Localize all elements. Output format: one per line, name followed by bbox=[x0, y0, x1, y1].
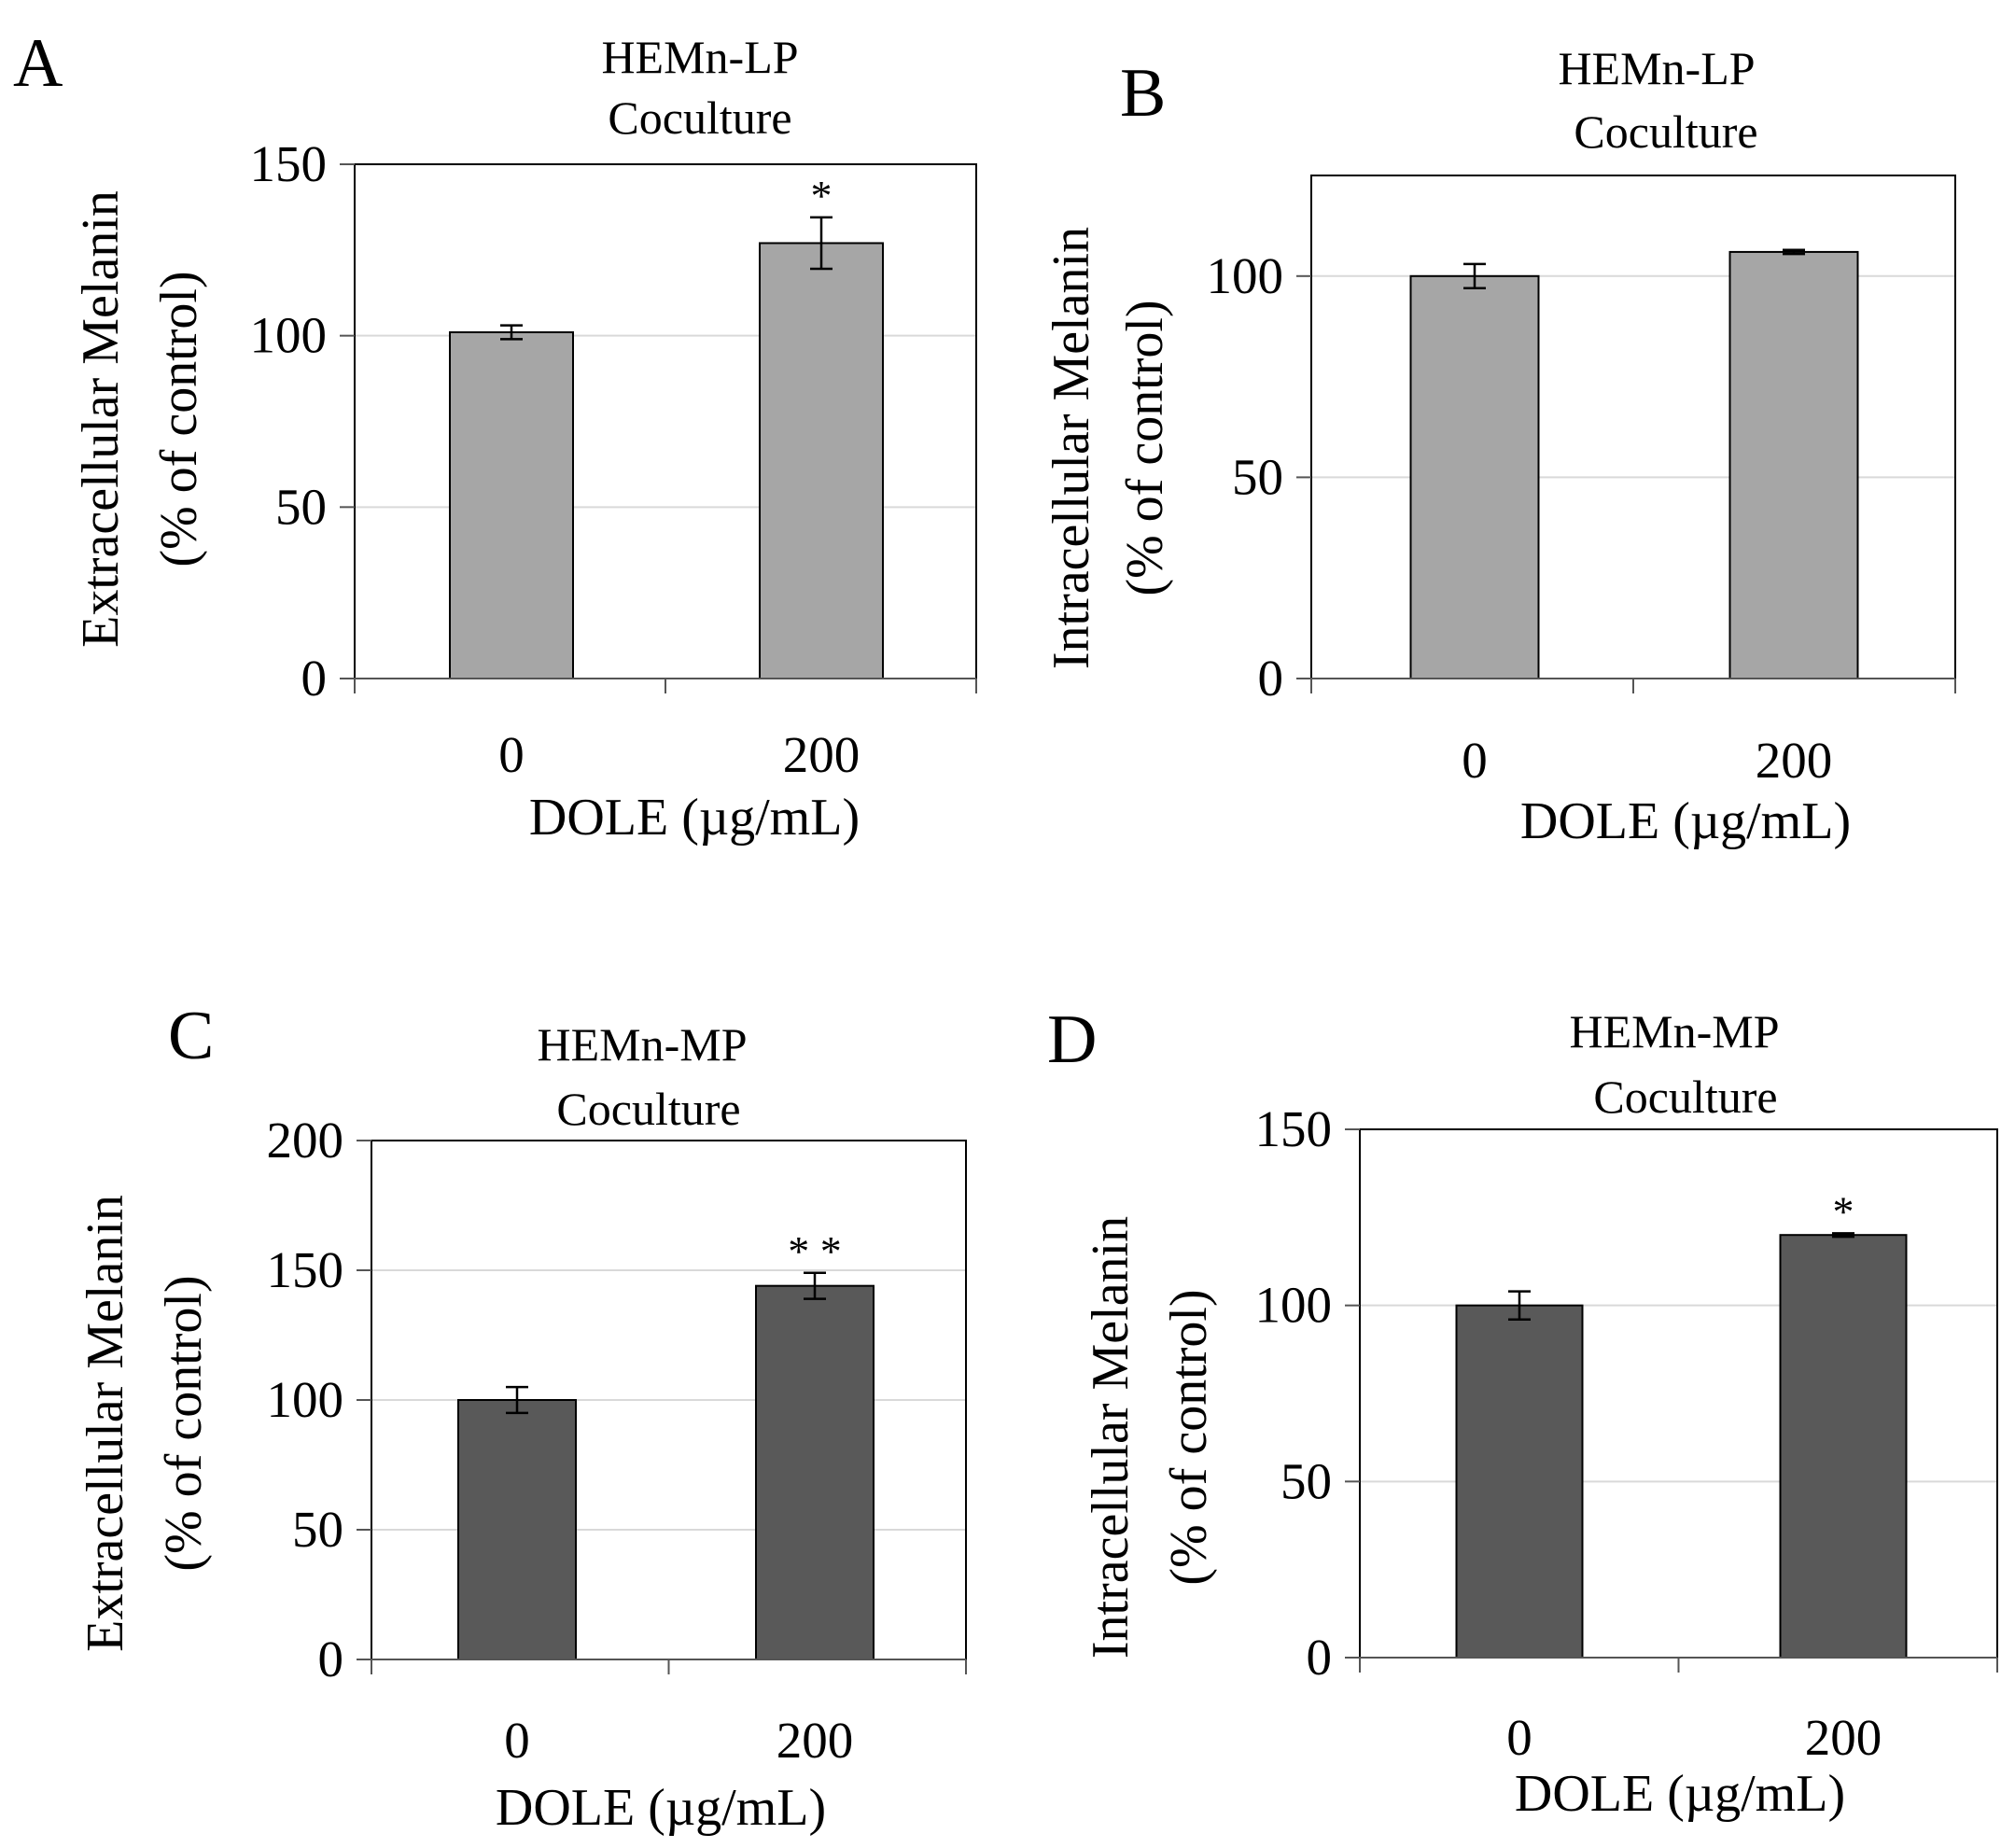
panel-a: A HEMn-LP Coculture Extracellular Melani… bbox=[13, 25, 977, 847]
panel-d-bar-0 bbox=[1455, 1304, 1584, 1659]
panel-a-x-tick-label-1: 200 bbox=[783, 726, 861, 783]
panel-b-xlabel: DOLE (µg/mL) bbox=[1520, 792, 1851, 850]
panel-c-ylabel-line-2: (% of control) bbox=[155, 1275, 213, 1571]
panel-d-ylabel-line-2: (% of control) bbox=[1160, 1289, 1218, 1585]
panel-d-y-tick-label-0: 0 bbox=[1307, 1629, 1333, 1686]
panel-a-title-line-2: Coculture bbox=[608, 91, 791, 144]
panel-c: C HEMn-MP Coculture Extracellular Melani… bbox=[77, 998, 967, 1837]
panel-b-x-tick-label-1: 200 bbox=[1756, 732, 1833, 789]
panel-c-y-tick-label-4: 200 bbox=[267, 1112, 344, 1169]
panel-c-ylabel-line-1: Extracellular Melanin bbox=[77, 1195, 134, 1652]
panel-d-title-line-2: Coculture bbox=[1593, 1071, 1777, 1123]
panel-a-bar-1 bbox=[759, 242, 884, 679]
panel-a-bar-0 bbox=[449, 330, 574, 679]
panel-c-bar-1 bbox=[755, 1284, 875, 1661]
panel-c-errorbar-0 bbox=[506, 1385, 528, 1415]
panel-a-y-tick-label-3: 150 bbox=[250, 135, 328, 192]
panel-d-y-tick-label-3: 150 bbox=[1255, 1100, 1333, 1157]
panel-c-plot: * * 0 50 100 150 200 0 200 bbox=[267, 1112, 967, 1769]
panel-b-y-tick-label-1: 50 bbox=[1232, 448, 1283, 505]
panel-b-y-tick-label-2: 100 bbox=[1207, 247, 1284, 304]
panel-d-x-tick-label-0: 0 bbox=[1506, 1709, 1532, 1766]
panel-b-errorbar-1 bbox=[1783, 248, 1805, 256]
panel-d-plot: * 0 50 100 150 0 200 bbox=[1255, 1100, 1998, 1766]
panel-d-ylabel-line-1: Intracellular Melanin bbox=[1082, 1216, 1140, 1659]
panel-b-bar-1 bbox=[1728, 250, 1859, 679]
panel-c-letter: C bbox=[168, 998, 214, 1074]
panel-a-y-tick-label-2: 100 bbox=[250, 307, 328, 364]
panel-a-y-tick-label-0: 0 bbox=[301, 650, 328, 707]
panel-b-letter: B bbox=[1120, 55, 1166, 132]
panel-d-errorbar-0 bbox=[1508, 1290, 1531, 1322]
panel-b: B HEMn-LP Coculture Intracellular Melani… bbox=[1042, 42, 1956, 850]
panel-c-x-tick-label-0: 0 bbox=[504, 1712, 530, 1769]
panel-b-errorbar-0 bbox=[1463, 262, 1486, 289]
panel-c-y-tick-label-0: 0 bbox=[318, 1631, 344, 1687]
panel-d-errorbar-1 bbox=[1832, 1232, 1854, 1239]
panel-c-x-tick-label-1: 200 bbox=[777, 1712, 854, 1769]
panel-d-y-tick-label-2: 100 bbox=[1255, 1277, 1333, 1334]
panel-b-ylabel-line-2: (% of control) bbox=[1116, 300, 1174, 595]
panel-a-plot: * 0 50 100 150 0 200 bbox=[250, 135, 977, 783]
panel-a-errorbar-1 bbox=[810, 216, 833, 271]
panel-a-y-tick-label-1: 50 bbox=[275, 478, 327, 535]
panel-b-title-line-1: HEMn-LP bbox=[1558, 42, 1755, 94]
panel-b-title-line-2: Coculture bbox=[1574, 105, 1757, 158]
panel-d-bar-1 bbox=[1779, 1234, 1908, 1659]
panel-a-xlabel: DOLE (µg/mL) bbox=[529, 789, 860, 847]
panel-b-x-tick-label-0: 0 bbox=[1462, 732, 1488, 789]
panel-c-y-tick-label-1: 50 bbox=[292, 1501, 343, 1558]
panel-d-y-tick-label-1: 50 bbox=[1280, 1452, 1332, 1509]
panel-d-letter: D bbox=[1047, 1001, 1097, 1078]
panel-c-xlabel: DOLE (µg/mL) bbox=[496, 1779, 826, 1837]
panel-c-y-tick-label-3: 150 bbox=[267, 1241, 344, 1298]
panel-c-errorbar-1 bbox=[804, 1271, 826, 1300]
panel-b-y-tick-label-0: 0 bbox=[1258, 650, 1284, 707]
panel-a-ylabel-line-1: Extracellular Melanin bbox=[72, 190, 130, 648]
panel-a-title-line-1: HEMn-LP bbox=[601, 31, 798, 83]
panel-c-title-line-2: Coculture bbox=[556, 1083, 740, 1135]
panel-d: D HEMn-MP Coculture Intracellular Melani… bbox=[1047, 1001, 1998, 1823]
panel-b-bar-0 bbox=[1409, 274, 1540, 679]
panel-a-errorbar-0 bbox=[500, 324, 523, 341]
panel-b-plot: 0 50 100 0 200 bbox=[1207, 175, 1956, 789]
panel-c-bar-0 bbox=[457, 1399, 577, 1660]
panel-c-y-tick-label-2: 100 bbox=[267, 1371, 344, 1428]
panel-a-x-tick-label-0: 0 bbox=[498, 726, 525, 783]
panel-a-ylabel-line-2: (% of control) bbox=[150, 271, 208, 567]
panel-d-significance-1: * bbox=[1833, 1187, 1854, 1235]
panel-c-significance-1: * * bbox=[788, 1227, 842, 1275]
panel-b-ylabel-line-1: Intracellular Melanin bbox=[1042, 227, 1100, 669]
panel-d-title-line-1: HEMn-MP bbox=[1569, 1005, 1779, 1057]
panel-c-title-line-1: HEMn-MP bbox=[537, 1018, 747, 1071]
panel-d-xlabel: DOLE (µg/mL) bbox=[1515, 1765, 1845, 1823]
panel-a-letter: A bbox=[13, 25, 63, 102]
panel-d-x-tick-label-1: 200 bbox=[1805, 1709, 1882, 1766]
panel-a-significance-1: * bbox=[811, 172, 833, 219]
